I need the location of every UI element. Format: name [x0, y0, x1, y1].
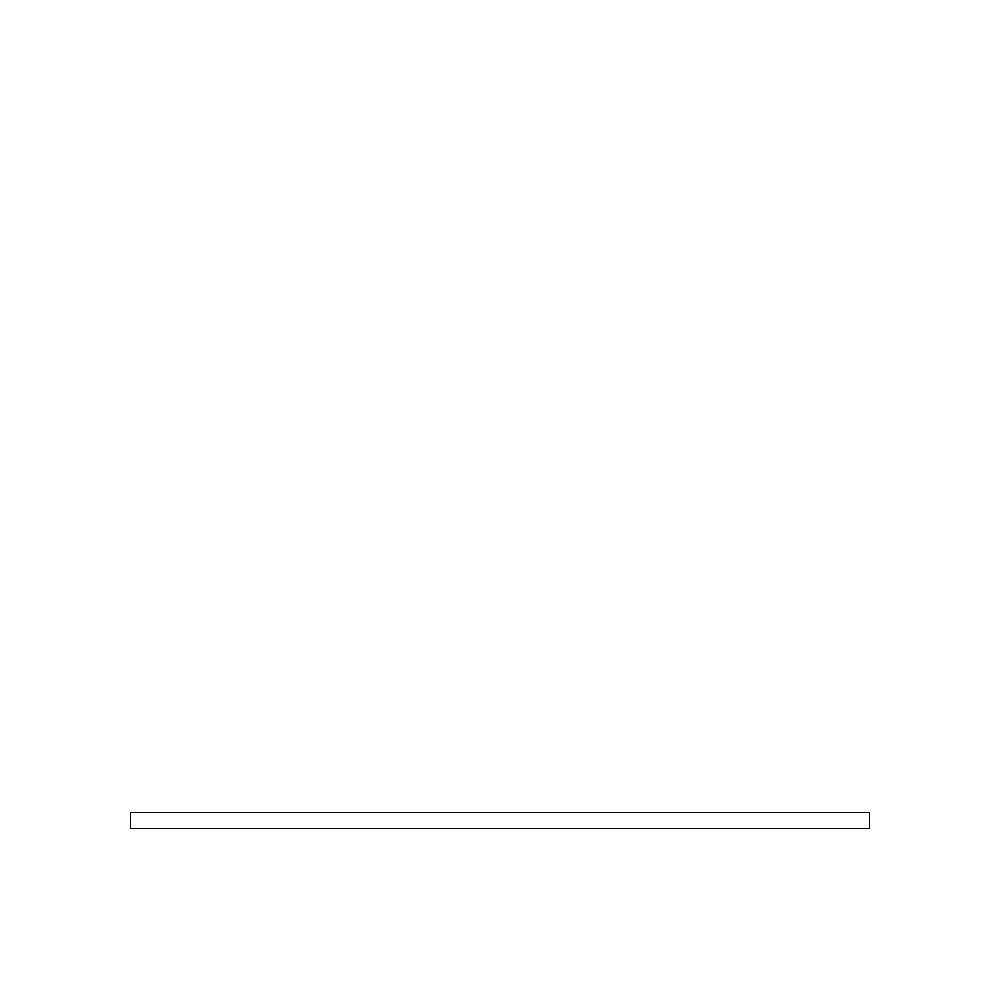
colorbar-tick-labels: [130, 829, 870, 855]
cross-section-plot: [0, 0, 1000, 800]
colorbar: [130, 812, 870, 855]
colorbar-segments: [130, 812, 870, 829]
